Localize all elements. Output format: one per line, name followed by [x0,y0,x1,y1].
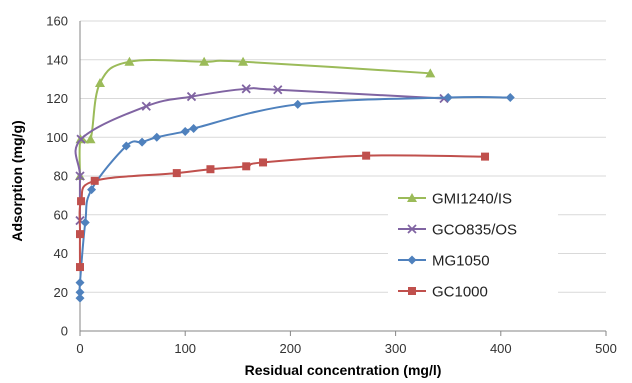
y-tick-label-0: 0 [61,324,68,339]
data-point-2-3 [80,218,90,227]
data-point-2-6 [137,137,147,147]
data-point-1-4 [186,91,197,102]
legend: GMI1240/IS GCO835/OS MG1050 GC1000 [398,191,517,301]
data-point-3-5 [206,165,215,174]
legend-item-0: GMI1240/IS [398,191,512,208]
y-tick-label-100: 100 [46,130,68,145]
legend-item-1: GCO835/OS [398,222,517,239]
x-tick-label-300: 300 [385,341,407,356]
data-point-0-6 [238,56,249,66]
series-line-0 [78,58,431,177]
y-tick-label-120: 120 [46,91,68,106]
x-axis-title: Residual concentration (mg/l) [245,362,442,378]
data-point-0-7 [425,68,436,78]
data-point-2-2 [75,278,85,288]
data-point-2-0 [75,293,85,303]
data-point-1-3 [141,101,151,111]
series-2 [75,93,515,303]
legend-item-2: MG1050 [398,253,490,270]
data-point-2-7 [152,132,162,142]
series-1 [74,84,449,226]
data-point-2-10 [293,99,303,109]
data-point-1-2 [76,134,86,144]
data-point-0-5 [199,56,210,66]
legend-label-3: GC1000 [432,284,488,301]
data-point-3-3 [90,176,99,185]
legend-marker-1 [407,224,417,234]
y-tick-label-140: 140 [46,52,68,67]
x-tick-label-500: 500 [595,341,617,356]
y-axis-title: Adsorption (mg/g) [9,120,25,241]
data-point-3-4 [172,169,181,178]
legend-label-0: GMI1240/IS [432,191,512,208]
data-point-3-7 [259,158,268,167]
data-point-2-8 [180,126,190,136]
y-tick-label-80: 80 [54,169,68,184]
series-3 [76,151,490,272]
tick-labels: 0 20 40 60 80 100 120 140 160 0 100 200 300 400 500 [46,14,617,357]
x-tick-label-400: 400 [490,341,512,356]
legend-marker-0 [407,193,417,202]
series-line-3 [78,154,486,268]
data-point-1-5 [241,84,251,94]
data-point-3-8 [362,151,371,160]
data-point-1-6 [273,85,283,95]
legend-label-2: MG1050 [432,253,490,270]
data-point-2-1 [75,287,85,297]
legend-marker-2 [407,255,417,265]
series-line-1 [74,87,445,221]
y-tick-label-40: 40 [54,246,68,261]
data-point-0-4 [124,56,135,66]
legend-marker-3 [408,287,416,295]
data-point-3-6 [242,162,251,171]
y-tick-label-160: 160 [46,14,68,29]
series-0 [75,56,436,180]
data-point-2-12 [505,93,515,103]
x-tick-label-200: 200 [280,341,302,356]
data-point-2-11 [443,93,453,103]
x-tick-label-100: 100 [174,341,196,356]
data-point-0-3 [94,78,105,87]
y-tick-label-20: 20 [54,285,68,300]
data-point-3-2 [77,197,86,206]
data-point-0-2 [85,134,96,144]
x-tick-label-0: 0 [76,341,83,356]
series-lines [74,56,515,303]
data-point-3-0 [76,263,84,272]
data-point-1-1 [75,171,85,181]
y-tick-label-60: 60 [54,207,68,222]
data-point-2-9 [189,124,199,134]
data-point-2-5 [121,141,131,151]
legend-label-1: GCO835/OS [432,222,517,239]
data-point-3-9 [481,152,490,161]
data-point-2-4 [87,185,97,195]
legend-item-3: GC1000 [398,284,488,301]
data-point-3-1 [76,230,84,239]
